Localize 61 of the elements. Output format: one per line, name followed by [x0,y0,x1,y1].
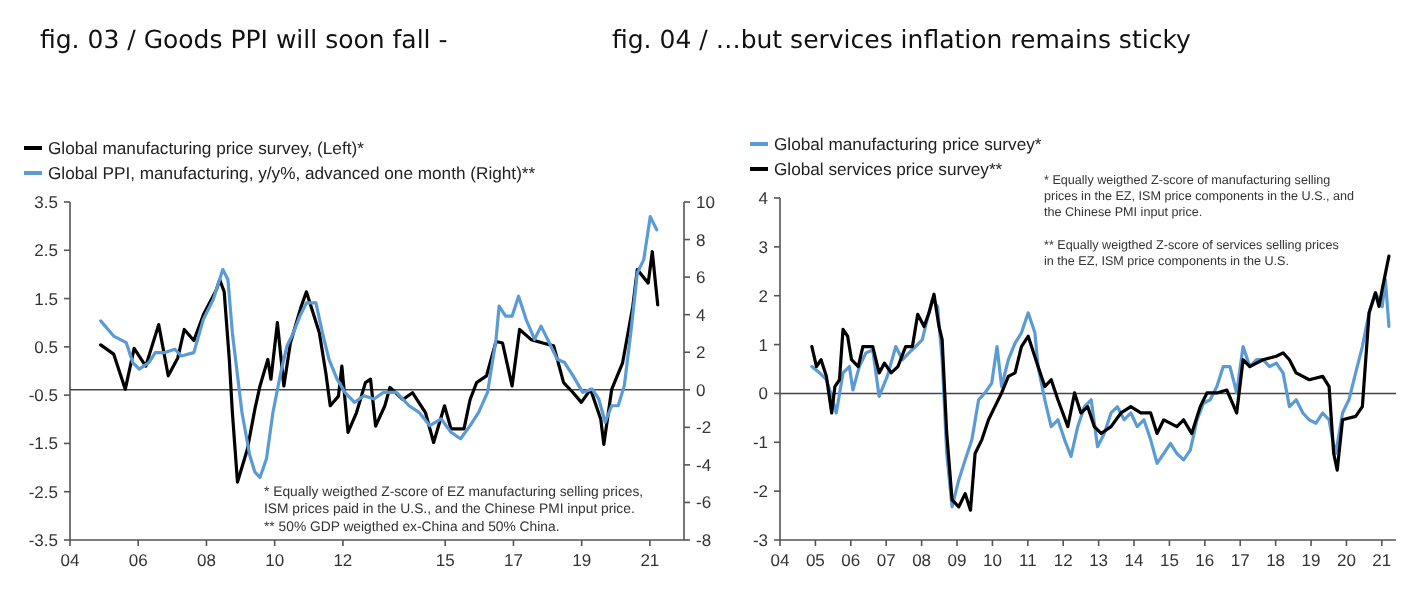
x-tick-label: 14 [1124,550,1145,570]
y-tick-label: -1.5 [28,433,59,454]
x-tick-label: 08 [912,550,932,570]
y2-tick-label: 10 [696,192,716,212]
y-tick-label: 1.5 [34,288,59,309]
y-tick-label: 0 [758,383,769,404]
x-tick-label: 04 [770,550,790,570]
x-tick-label: 15 [1159,550,1180,570]
x-tick-label: 11 [1018,550,1038,570]
x-tick-label: 10 [265,550,285,570]
y-tick-label: 2.5 [34,240,59,261]
x-tick-label: 07 [876,550,897,570]
y2-tick-label: 2 [696,342,706,363]
legend-label: Global services price survey** [774,159,1004,179]
y2-tick-label: 0 [696,379,706,400]
y-tick-label: -2.5 [28,481,59,502]
x-tick-label: 17 [1230,550,1251,570]
y-tick-label: 0.5 [34,336,59,357]
x-tick-label: 13 [1089,550,1109,570]
x-tick-label: 12 [1053,550,1074,570]
line-series [99,250,660,484]
y-tick-label: 1 [758,334,769,355]
y-tick-label: -2 [752,481,769,502]
line-series [99,215,659,479]
x-tick-label: 04 [60,550,80,570]
y-tick-label: 3.5 [34,192,59,212]
y2-tick-label: -4 [696,454,712,475]
x-tick-label: 18 [1266,550,1286,570]
legend-label: Global manufacturing price survey* [774,134,1043,154]
y2-tick-label: -2 [696,417,712,438]
legend-label: Global PPI, manufacturing, y/y%, advanced one month (Right)** [48,163,537,183]
x-tick-label: 12 [333,550,353,570]
x-tick-label: 10 [982,550,1003,570]
x-tick-label: 06 [841,550,861,570]
y2-tick-label: 8 [696,229,706,250]
x-tick-label: 09 [947,550,967,570]
y-tick-label: -1 [752,432,769,453]
y2-tick-label: 4 [696,304,706,325]
x-tick-label: 16 [1195,550,1215,570]
x-tick-label: 21 [640,550,660,570]
legend-label: Global manufacturing price survey, (Left)* [48,138,366,158]
y-tick-label: 2 [758,285,769,306]
x-tick-label: 06 [128,550,149,570]
y-tick-label: 3 [758,236,769,257]
y-tick-label: 4 [758,188,769,208]
y-tick-label: -3.5 [28,530,59,550]
x-tick-label: 17 [503,550,524,570]
x-tick-label: 08 [196,550,217,570]
x-tick-label: 05 [805,550,826,570]
x-tick-label: 19 [572,550,592,570]
y-tick-label: -0.5 [28,385,59,406]
x-tick-label: 21 [1372,550,1392,570]
x-tick-label: 20 [1336,550,1357,570]
y2-tick-label: -8 [696,530,712,550]
x-tick-label: 19 [1301,550,1322,570]
y2-tick-label: 6 [696,267,706,288]
y2-tick-label: -6 [696,492,712,513]
chart-title: fig. 03 / Goods PPI will soon fall - [40,24,448,54]
y-tick-label: -3 [752,530,769,550]
x-tick-label: 15 [435,550,456,570]
chart-title: fig. 04 / …but services inflation remains sticky [612,24,1192,54]
